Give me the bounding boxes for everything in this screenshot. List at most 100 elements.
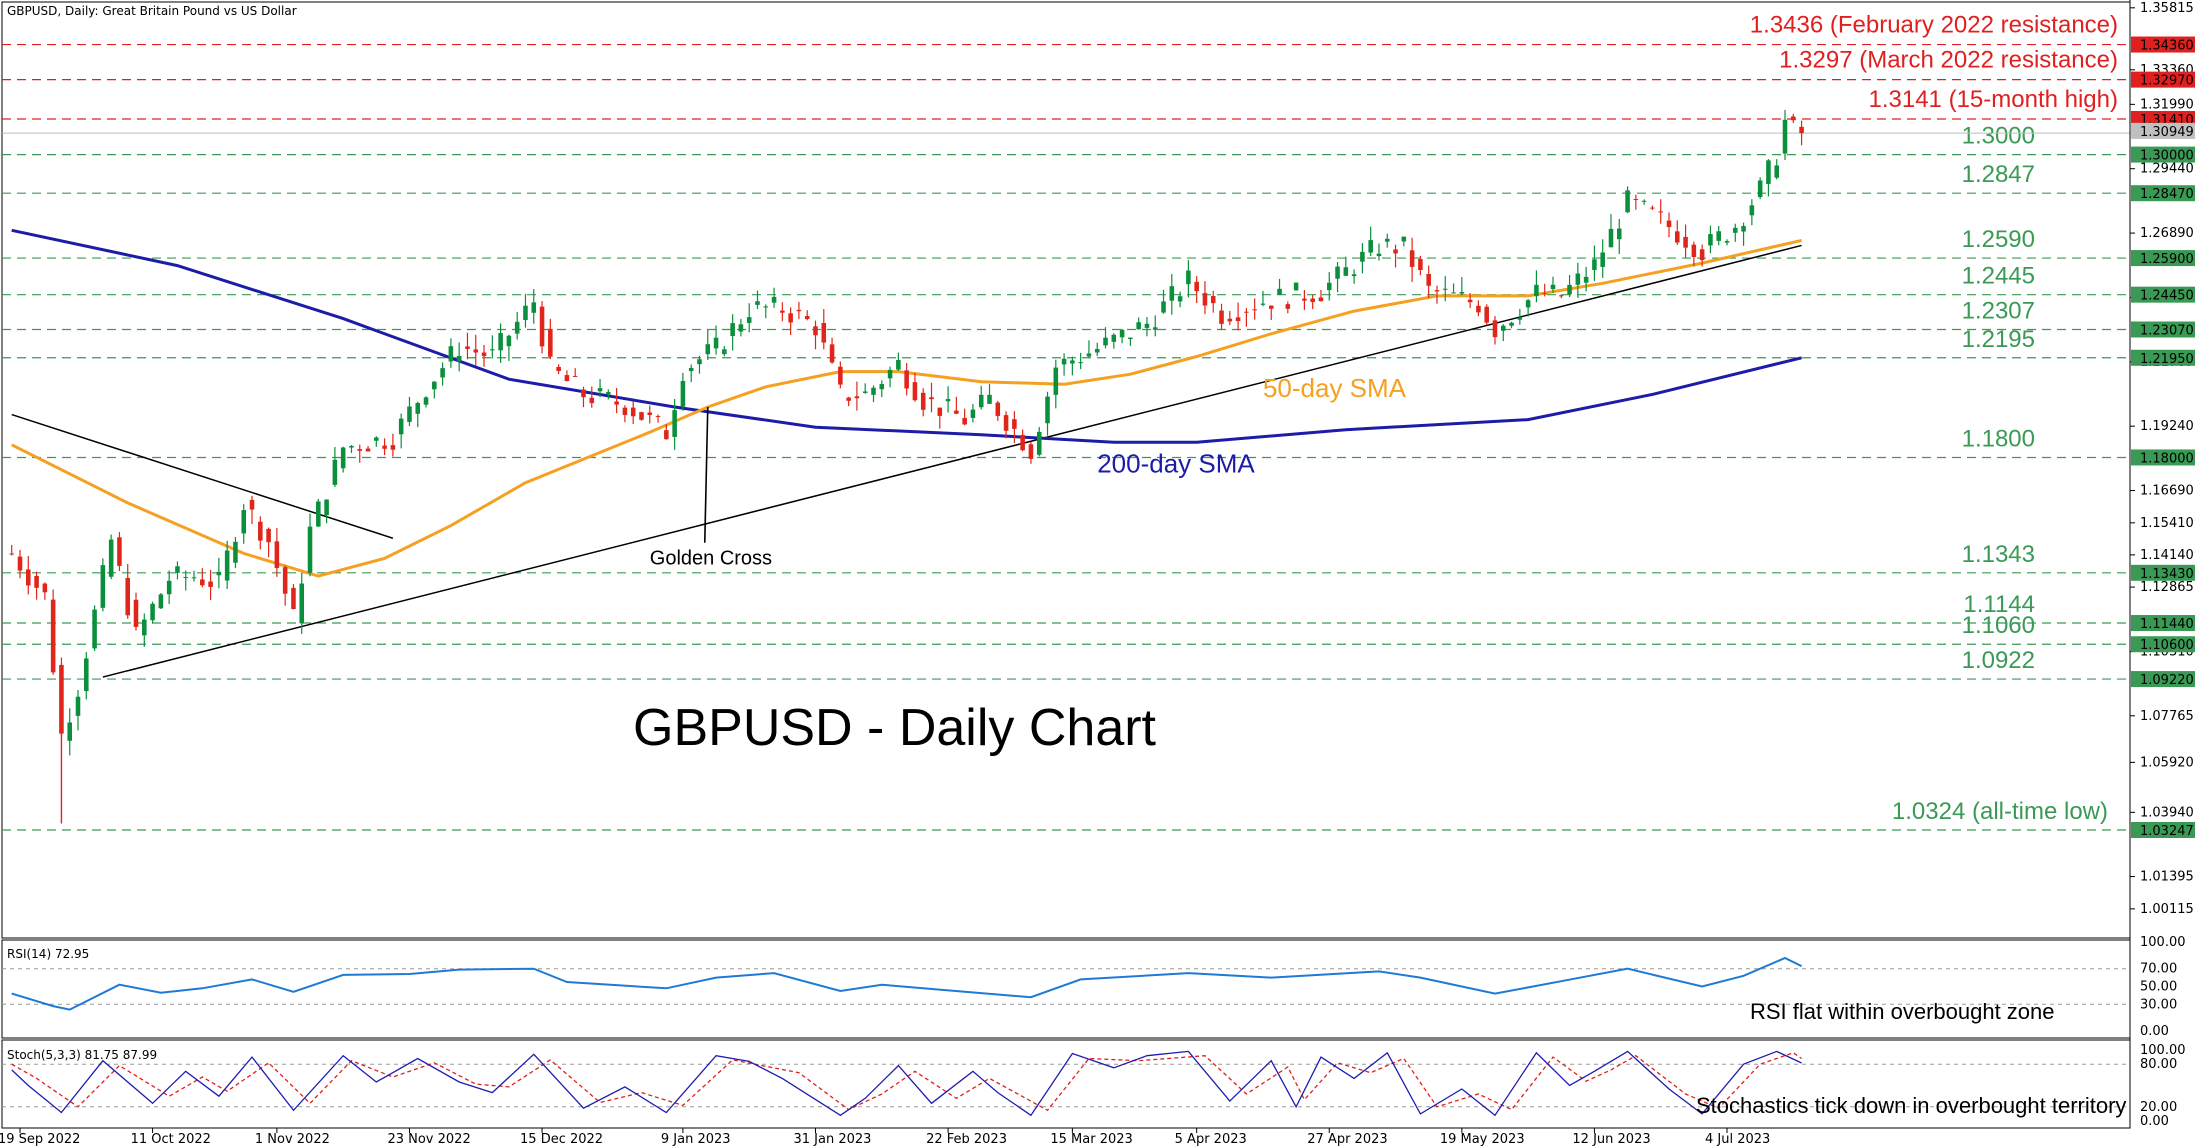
candle-body-down [390, 445, 396, 450]
candlestick [1277, 278, 1282, 295]
candlestick [920, 388, 926, 417]
rsi-panel: 100.00 70.00 50.00 30.00 0.00 [1, 935, 2186, 1039]
candlestick [1600, 239, 1605, 278]
candlestick [763, 304, 769, 319]
candlestick [1757, 177, 1763, 200]
candlestick [1393, 244, 1398, 268]
candlestick [713, 325, 719, 355]
price-panel [1, 1, 2131, 939]
candle-body-up [1442, 288, 1448, 290]
candlestick [771, 287, 777, 308]
candle-body-up [896, 360, 901, 370]
candle-body-down [258, 521, 263, 541]
candle-body-up [887, 369, 893, 379]
candle-body-down [26, 569, 31, 586]
price-axis-box [2131, 321, 2195, 338]
price-axis-box-label: 1.18000 [2140, 451, 2194, 466]
rsi-line [11, 956, 1803, 1011]
candle-body-down [548, 328, 553, 357]
candle-body-up [1509, 322, 1514, 326]
candle-body-up [498, 333, 503, 351]
price-tick-label: 1.15410 [2140, 516, 2194, 531]
candle-body-up [1351, 274, 1357, 277]
candlestick [117, 531, 122, 572]
candlestick [606, 389, 611, 400]
candle-body-up [1600, 252, 1605, 267]
candlestick [1186, 260, 1191, 298]
support-label: 1.0922 [1962, 647, 2035, 674]
price-axis-box [2131, 71, 2195, 88]
candle-body-up [1625, 190, 1630, 213]
candlestick [887, 366, 893, 388]
candle-body-down [821, 323, 827, 343]
candle-body-down [1791, 116, 1796, 121]
candlestick [34, 571, 39, 600]
candlestick [473, 334, 479, 366]
candle-body-down [291, 587, 296, 609]
rsi-panel-frame [1, 939, 2131, 1039]
candlestick [1666, 212, 1672, 238]
date-tick-label: 5 Apr 2023 [1175, 1132, 1247, 1147]
candlestick [42, 582, 48, 600]
candle-body-up [1177, 296, 1183, 302]
candle-body-up [1451, 292, 1456, 294]
candlestick [1699, 244, 1705, 267]
candle-body-down [780, 310, 785, 313]
candle-body-down [1227, 318, 1233, 322]
candlestick [1517, 308, 1523, 325]
candle-body-down [572, 375, 578, 377]
candlestick [448, 338, 454, 368]
candlestick [1583, 266, 1589, 292]
candlestick [1003, 411, 1009, 439]
candle-body-up [722, 349, 727, 355]
annotations: 50-day SMA 200-day SMA Golden Cross [650, 373, 1407, 570]
candlestick [1650, 205, 1655, 211]
candle-body-up [1061, 358, 1067, 365]
support-label: 1.0324 (all-time low) [1892, 798, 2108, 825]
price-axis-box-label: 1.30000 [2140, 149, 2194, 164]
candle-body-down [1310, 298, 1315, 302]
candle-body-down [1484, 306, 1489, 323]
candlestick [1476, 300, 1481, 317]
rsi-label: RSI(14) 72.95 [7, 947, 89, 961]
candlestick [1252, 298, 1257, 320]
candlestick [796, 301, 802, 320]
candle-body-down [647, 412, 653, 416]
candlestick [937, 407, 943, 429]
candle-body-up [1070, 360, 1075, 364]
candle-body-down [1244, 311, 1249, 313]
golden-cross-annotation: Golden Cross [650, 548, 772, 570]
price-axis-box [2131, 636, 2195, 653]
candle-body-up [84, 658, 89, 692]
candlestick [639, 411, 644, 421]
price-tick-label: 1.29440 [2140, 162, 2194, 177]
candlestick [150, 601, 155, 624]
candlestick [481, 344, 487, 367]
candle-body-down [1318, 297, 1324, 302]
candle-body-up [1525, 300, 1531, 308]
support-label: 1.2847 [1962, 161, 2035, 188]
candlestick [523, 293, 528, 328]
candle-body-up [1459, 292, 1465, 294]
candle-body-up [1053, 367, 1059, 395]
candlestick [564, 370, 570, 382]
candle-body-down [995, 402, 1001, 416]
price-axis-box [2131, 449, 2195, 466]
candlestick [929, 382, 934, 413]
candle-body-down [1393, 249, 1398, 254]
candle-body-up [108, 539, 114, 577]
candlestick [581, 386, 586, 408]
candlestick [1012, 411, 1017, 444]
price-tick-label: 1.35815 [2140, 1, 2194, 16]
date-tick-label: 19 May 2023 [1440, 1132, 1525, 1147]
candlestick [978, 385, 984, 410]
candle-body-up [606, 392, 611, 395]
candlestick [191, 570, 197, 582]
candle-body-up [1575, 273, 1581, 285]
candle-body-down [664, 430, 669, 440]
support-label: 1.1800 [1962, 425, 2035, 452]
candle-body-down [630, 407, 636, 417]
candle-body-up [142, 619, 147, 636]
